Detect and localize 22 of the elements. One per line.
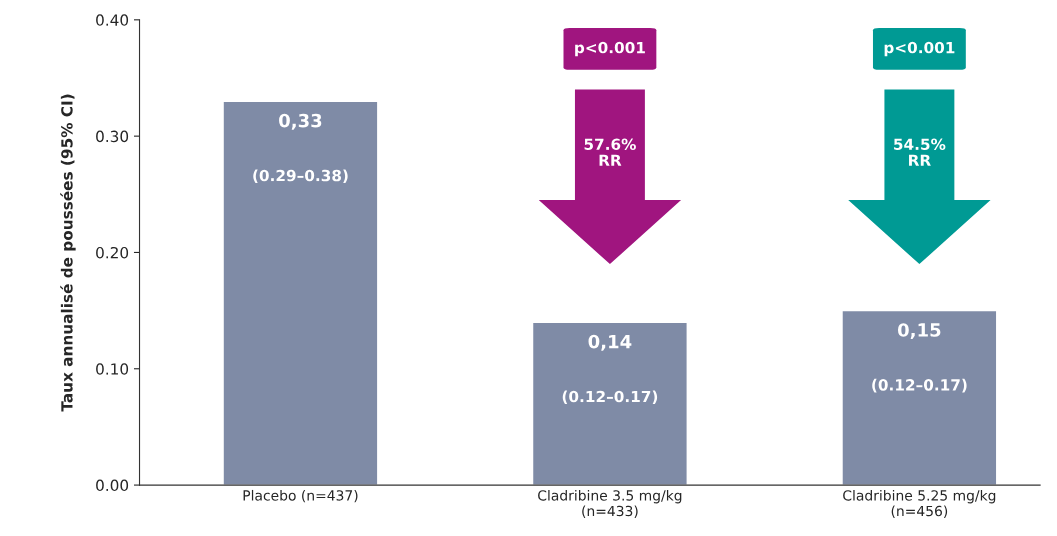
y-tick-label: 0.40 xyxy=(96,14,129,26)
annotation: (0.12–0.17) xyxy=(872,378,967,393)
data-label: 0,15 xyxy=(897,323,941,340)
y-axis-title: Taux annualisé de poussées (95% CI) xyxy=(60,94,76,412)
y-tick-label: 0.10 xyxy=(96,363,129,375)
y-tick-label: 0.00 xyxy=(96,479,129,492)
x-tick-label: Cladribine 3.5 mg/kg (n=433) xyxy=(538,489,682,518)
x-tick-label: Cladribine 5.25 mg/kg (n=456) xyxy=(843,489,996,518)
annotation: 57.6% RR xyxy=(584,138,636,166)
annotation: p<0.001 xyxy=(884,41,955,57)
annotation: p<0.001 xyxy=(575,41,645,57)
bar xyxy=(222,100,379,486)
y-tick-label: 0.20 xyxy=(96,246,129,259)
y-tick-label: 0.30 xyxy=(96,130,129,143)
bar xyxy=(531,321,688,486)
x-tick-label: Placebo (n=437) xyxy=(243,489,358,503)
annotation: (0.29–0.38) xyxy=(253,169,348,184)
data-label: 0,33 xyxy=(279,113,322,130)
annotation: 54.5% RR xyxy=(894,138,946,166)
bar xyxy=(841,309,998,486)
data-label: 0,14 xyxy=(588,334,632,351)
annotation: (0.12–0.17) xyxy=(562,390,658,405)
